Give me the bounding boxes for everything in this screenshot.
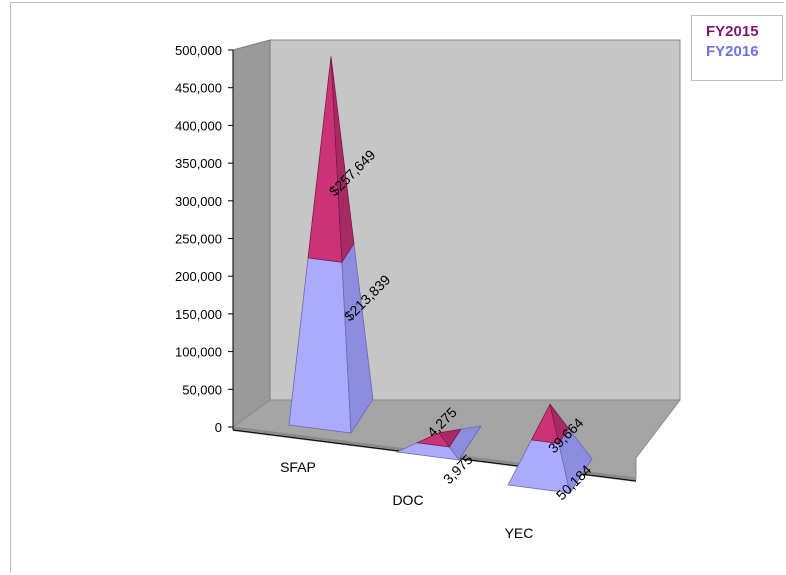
- y-tick-label: 450,000: [175, 81, 222, 96]
- pyramid-fy2015-side: [438, 428, 462, 448]
- side-wall: [232, 39, 271, 428]
- category-label: SFAP: [280, 459, 316, 475]
- y-tick-label: 100,000: [175, 345, 222, 360]
- y-tick-label: 150,000: [175, 307, 222, 322]
- y-axis-ticks: 0 50,000 100,000 150,000 200,000 250,000 300,0…: [175, 43, 233, 435]
- category-label: DOC: [392, 492, 423, 508]
- legend: FY2015 FY2016: [691, 15, 783, 81]
- y-tick-label: 350,000: [175, 156, 222, 171]
- pyramids: [288, 56, 593, 495]
- legend-entry-fy2016: FY2016: [706, 43, 759, 60]
- legend-entry-fy2015: FY2015: [706, 23, 759, 40]
- y-tick-label: 250,000: [175, 232, 222, 247]
- y-tick-label: 400,000: [175, 118, 222, 133]
- category-label: YEC: [505, 525, 534, 541]
- y-tick-label: 0: [215, 420, 222, 435]
- pyramid-fy2015-side: [549, 404, 570, 445]
- y-tick-label: 200,000: [175, 269, 222, 284]
- y-tick-label: 300,000: [175, 194, 222, 209]
- pyramid-fy2015-side: [330, 56, 355, 264]
- category-labels: SFAP DOC YEC: [280, 459, 533, 541]
- chart-frame: [10, 2, 784, 573]
- y-tick-label: 50,000: [182, 382, 222, 397]
- y-tick-label: 500,000: [175, 43, 222, 58]
